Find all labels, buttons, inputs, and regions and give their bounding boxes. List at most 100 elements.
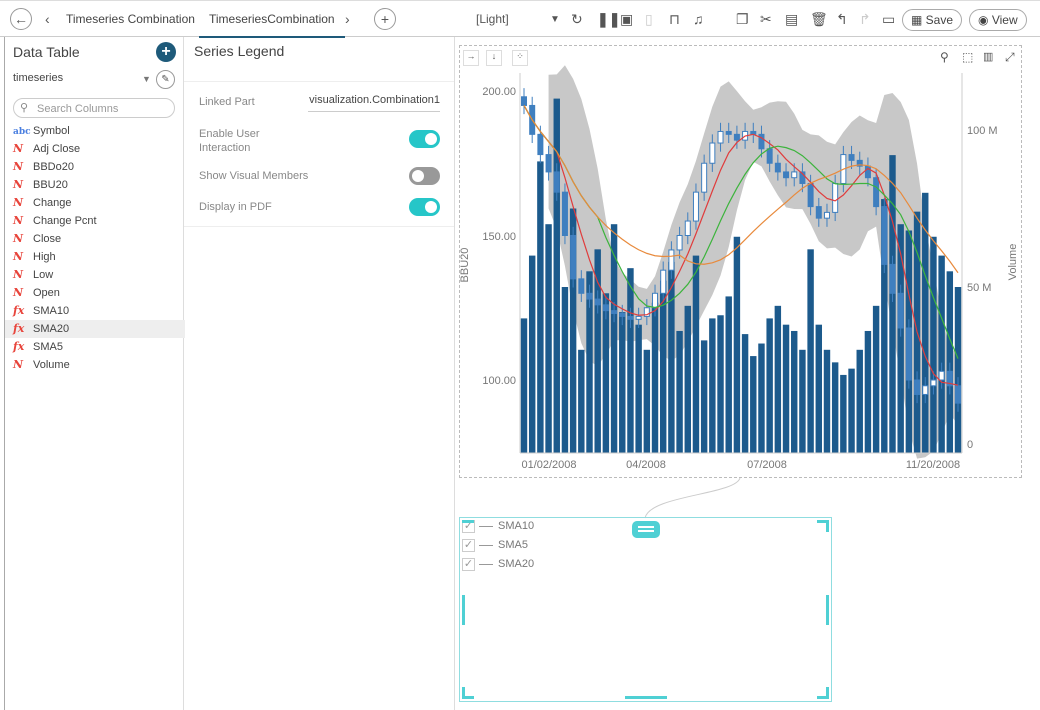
top-toolbar: ← ‹ Timeseries Combination TimeseriesCom… <box>0 0 1040 38</box>
column-item[interactable]: fx SMA5 <box>13 338 185 356</box>
camera-icon[interactable]: ▣ <box>620 11 634 27</box>
excel-icon[interactable]: ▥ <box>983 51 994 63</box>
resize-corner[interactable] <box>817 520 829 523</box>
numeric-type-icon: N <box>13 358 24 371</box>
legend-label: SMA20 <box>498 558 535 570</box>
column-item[interactable]: fx SMA10 <box>13 302 185 320</box>
tab-scroll-left-icon[interactable]: ‹ <box>45 11 50 27</box>
bookmark-icon[interactable]: ⊓ <box>669 11 680 27</box>
column-item[interactable]: abc Symbol <box>13 122 185 140</box>
column-label: SMA5 <box>33 341 63 353</box>
column-label: Low <box>33 269 54 281</box>
formula-icon: fx <box>13 322 25 335</box>
edit-icon[interactable]: ✎ <box>156 70 175 89</box>
numeric-type-icon: N <box>13 196 24 209</box>
comment-icon[interactable]: ▭ <box>882 11 896 27</box>
add-tab-button[interactable]: + <box>374 8 396 30</box>
linked-part-label: Linked Part <box>199 96 255 108</box>
column-item[interactable]: N Open <box>13 284 185 302</box>
panel-title: Series Legend <box>194 43 285 59</box>
chevron-down-icon[interactable]: ▼ <box>142 74 151 84</box>
tab-timeseries-combination[interactable]: Timeseries Combination <box>66 12 195 26</box>
resize-corner[interactable] <box>462 696 474 699</box>
undo-icon[interactable]: ↰ <box>836 11 848 27</box>
resize-corner[interactable] <box>826 687 829 699</box>
numeric-type-icon: N <box>13 178 24 191</box>
save-icon: ▦ <box>911 13 926 27</box>
view-button[interactable]: ◉ View <box>969 9 1027 31</box>
numeric-type-icon: N <box>13 250 24 263</box>
resize-handle-right[interactable] <box>826 595 829 625</box>
save-button[interactable]: ▦ Save <box>902 9 963 31</box>
theme-select[interactable]: [Light] <box>476 12 509 26</box>
resize-corner[interactable] <box>462 520 474 523</box>
bell-icon[interactable]: ♫ <box>693 11 704 27</box>
combination-chart: → ↓ ⁘ ⚲ ⬚ ▥ ⤢ <box>459 45 1022 478</box>
add-column-button[interactable]: + <box>156 42 176 62</box>
column-label: SMA10 <box>33 305 70 317</box>
data-source-select[interactable]: timeseries <box>13 72 64 84</box>
checkbox[interactable]: ✓ <box>462 538 475 552</box>
column-item[interactable]: N Change <box>13 194 185 212</box>
linked-part-input[interactable]: visualization.Combination1 <box>308 94 440 112</box>
column-label: Close <box>33 233 62 245</box>
series-legend: ✓ SMA10 ✓ SMA5 ✓ SMA20 <box>459 517 832 702</box>
tab-timeseriescombination[interactable]: TimeseriesCombination <box>199 12 345 38</box>
drag-handle[interactable] <box>632 521 660 538</box>
trash-icon[interactable]: 🗑 <box>810 11 828 27</box>
display-pdf-label: Display in PDF <box>199 201 272 213</box>
back-button[interactable]: ← <box>10 8 32 30</box>
legend-item[interactable]: ✓ SMA20 <box>462 556 534 572</box>
column-label: Adj Close <box>33 143 81 155</box>
column-label: High <box>33 251 56 263</box>
legend-label: SMA5 <box>498 539 528 551</box>
enable-interaction-toggle[interactable] <box>409 130 440 148</box>
settings-panel: Series Legend Linked Part visualization.… <box>184 37 455 710</box>
redo-icon[interactable]: ↱ <box>859 11 871 27</box>
resize-corner[interactable] <box>462 687 465 699</box>
scissors-icon[interactable]: ✂ <box>760 11 772 27</box>
column-item[interactable]: N BBU20 <box>13 176 185 194</box>
column-item[interactable]: N High <box>13 248 185 266</box>
column-item[interactable]: N Adj Close <box>13 140 185 158</box>
legend-label: SMA10 <box>498 520 535 532</box>
tab-scroll-right-icon[interactable]: › <box>345 11 350 27</box>
chevron-down-icon[interactable]: ▼ <box>550 14 560 25</box>
scatter-icon[interactable]: ⁘ <box>512 50 528 66</box>
show-visual-members-toggle[interactable] <box>409 167 440 185</box>
search-input[interactable]: ⚲ Search Columns <box>13 98 175 118</box>
column-item[interactable]: N Change Pcnt <box>13 212 185 230</box>
copy-icon[interactable]: ❐ <box>736 11 749 27</box>
add-y-icon[interactable]: ↓ <box>486 50 502 66</box>
numeric-type-icon: N <box>13 214 24 227</box>
clipboard-icon[interactable]: ▤ <box>785 11 799 27</box>
column-label: Change Pcnt <box>33 215 97 227</box>
column-label: Volume <box>33 359 70 371</box>
zoom-icon[interactable]: ⚲ <box>940 50 949 64</box>
checkbox[interactable]: ✓ <box>462 557 475 571</box>
add-x-icon[interactable]: → <box>463 50 479 66</box>
select-icon[interactable]: ⬚ <box>962 50 974 64</box>
eye-icon: ◉ <box>978 13 992 27</box>
column-item[interactable]: N Low <box>13 266 185 284</box>
pdf-icon[interactable]: ▯ <box>645 11 653 27</box>
resize-handle-left[interactable] <box>462 595 465 625</box>
series-line-icon <box>479 525 493 527</box>
display-pdf-toggle[interactable] <box>409 198 440 216</box>
series-line-icon <box>479 563 493 565</box>
resize-corner[interactable] <box>817 696 829 699</box>
resize-corner[interactable] <box>826 520 829 532</box>
column-item[interactable]: N Close <box>13 230 185 248</box>
column-item[interactable]: fx SMA20 <box>5 320 185 338</box>
resize-handle-bottom[interactable] <box>625 696 667 699</box>
save-label: Save <box>925 13 954 27</box>
column-item[interactable]: N BBDo20 <box>13 158 185 176</box>
refresh-icon[interactable]: ↻ <box>571 11 583 27</box>
legend-item[interactable]: ✓ SMA5 <box>462 537 528 553</box>
search-placeholder: Search Columns <box>37 103 119 115</box>
pause-icon[interactable]: ❚❚ <box>597 11 621 27</box>
column-label: Open <box>33 287 60 299</box>
expand-icon[interactable]: ⤢ <box>1005 50 1015 64</box>
column-item[interactable]: N Volume <box>13 356 185 374</box>
numeric-type-icon: N <box>13 160 24 173</box>
